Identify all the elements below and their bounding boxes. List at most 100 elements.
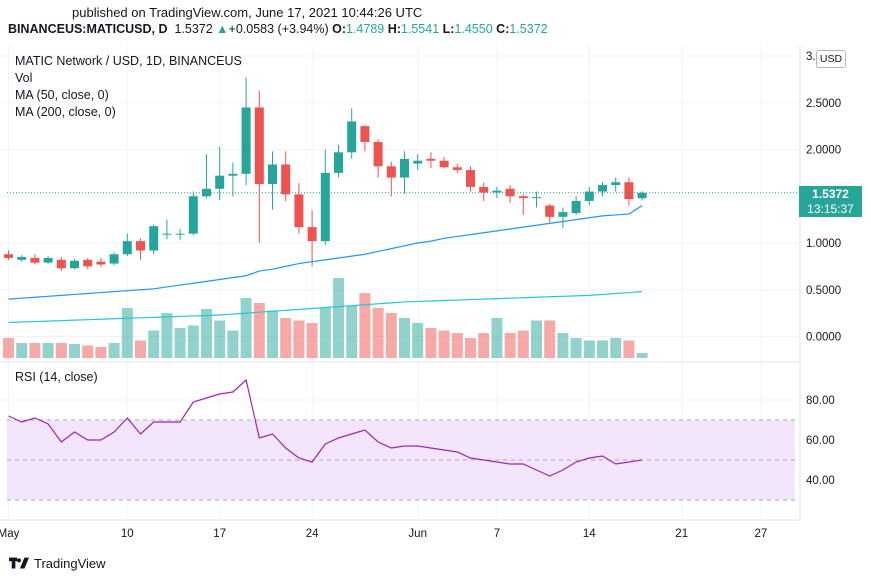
candle-body <box>439 160 449 168</box>
candle-body <box>294 194 304 228</box>
candle-body <box>202 188 211 197</box>
volume-bar <box>583 340 595 358</box>
volume-bar <box>42 343 54 358</box>
volume-bar <box>227 330 239 358</box>
volume-bar <box>293 320 305 358</box>
volume-bar <box>531 320 542 358</box>
published-line: published on TradingView.com, June 17, 2… <box>72 5 423 20</box>
volume-bar <box>491 318 503 358</box>
candle-body <box>83 259 93 267</box>
volume-bar <box>214 320 226 358</box>
volume-bar <box>16 343 28 358</box>
candle-body <box>43 257 53 263</box>
candle-body <box>268 164 277 185</box>
candle-body <box>545 205 555 217</box>
candle-body <box>175 233 185 235</box>
volume-bar <box>597 340 608 358</box>
symbol-name[interactable]: BINANCEUS:MATICUSD, D <box>8 22 168 36</box>
volume-bar <box>201 309 212 358</box>
price-tick-label: 2.0000 <box>806 145 841 157</box>
volume-bar <box>253 303 265 358</box>
candle-body <box>96 261 106 265</box>
ma200-line <box>8 291 643 324</box>
candle-body <box>505 188 515 197</box>
time-tick-label: 21 <box>675 528 688 540</box>
candle-body <box>122 241 132 255</box>
candle-body <box>307 227 317 242</box>
low-value: 1.4550 <box>454 22 493 36</box>
candle-body <box>320 172 330 242</box>
candle-body <box>532 197 541 199</box>
volume-bar <box>636 353 648 358</box>
candle-body <box>162 233 172 235</box>
candle-body <box>386 166 396 178</box>
volume-bar <box>69 344 80 358</box>
volume-bar <box>333 278 344 358</box>
time-tick-label: 7 <box>494 528 500 540</box>
candle-body <box>56 259 66 269</box>
price-tick-label: 0.5000 <box>806 285 841 297</box>
symbol-line: BINANCEUS:MATICUSD, D 1.5372 ▲+0.0583 (+… <box>8 22 548 36</box>
candle-body <box>624 182 634 200</box>
candle-body <box>215 175 225 189</box>
volume-bar <box>108 343 120 358</box>
candle-body <box>281 164 291 195</box>
volume-bar <box>623 340 635 358</box>
price-tick-label: 0.0000 <box>806 332 841 344</box>
high-value: 1.5541 <box>400 22 440 36</box>
candle-body <box>334 152 343 173</box>
volume-bar <box>438 330 450 358</box>
candle-body <box>254 107 264 185</box>
time-tick-label: May <box>0 528 20 540</box>
currency-button[interactable]: USD <box>816 50 846 68</box>
open-value: 1.4789 <box>346 22 385 36</box>
volume-bar <box>267 310 278 358</box>
volume-bar <box>346 305 358 358</box>
volume-bar <box>425 328 437 358</box>
candle-body <box>70 260 79 269</box>
volume-bar <box>465 338 476 358</box>
volume-bar <box>610 338 622 358</box>
candle-body <box>149 226 159 251</box>
candle-body <box>360 126 370 143</box>
volume-bar <box>385 313 397 358</box>
volume-bar <box>504 333 516 358</box>
tradingview-logo[interactable]: TradingView <box>9 556 106 571</box>
candle-body <box>452 167 462 171</box>
last-price: 1.5372 <box>174 22 213 36</box>
volume-bar <box>3 338 14 358</box>
rsi-tick-label: 80.00 <box>806 395 835 407</box>
open-label: O: <box>332 22 346 36</box>
candle-body <box>241 107 251 174</box>
candle-body <box>584 191 594 201</box>
time-tick-label: 24 <box>306 528 319 540</box>
volume-bar <box>280 318 292 358</box>
price-tick-label: 1.0000 <box>806 238 841 250</box>
volume-bar <box>478 333 490 358</box>
volume-bar <box>557 333 569 358</box>
time-tick-label: 17 <box>213 528 226 540</box>
candle-body <box>228 173 238 176</box>
volume-bar <box>517 330 529 358</box>
low-label: L: <box>442 22 455 36</box>
volume-bar <box>570 338 582 358</box>
volume-bar <box>306 323 318 358</box>
candle-body <box>637 192 647 199</box>
rsi-legend: RSI (14, close) <box>15 370 98 384</box>
candle-body <box>598 185 607 192</box>
candle-body <box>373 142 383 167</box>
time-tick-label: 10 <box>121 528 134 540</box>
candle-body <box>30 257 40 263</box>
volume-bar <box>240 298 252 358</box>
candle-body <box>492 190 502 193</box>
volume-bar <box>161 313 173 358</box>
candle-body <box>109 254 119 264</box>
close-value: 1.5372 <box>509 22 548 36</box>
volume-bar <box>121 308 133 358</box>
change-value: +0.0583 (+3.94%) <box>228 22 329 36</box>
price-tick-label: 2.5000 <box>806 98 841 110</box>
ma50-line <box>8 205 643 300</box>
vol-legend: Vol <box>15 71 33 85</box>
volume-bar <box>412 323 424 358</box>
